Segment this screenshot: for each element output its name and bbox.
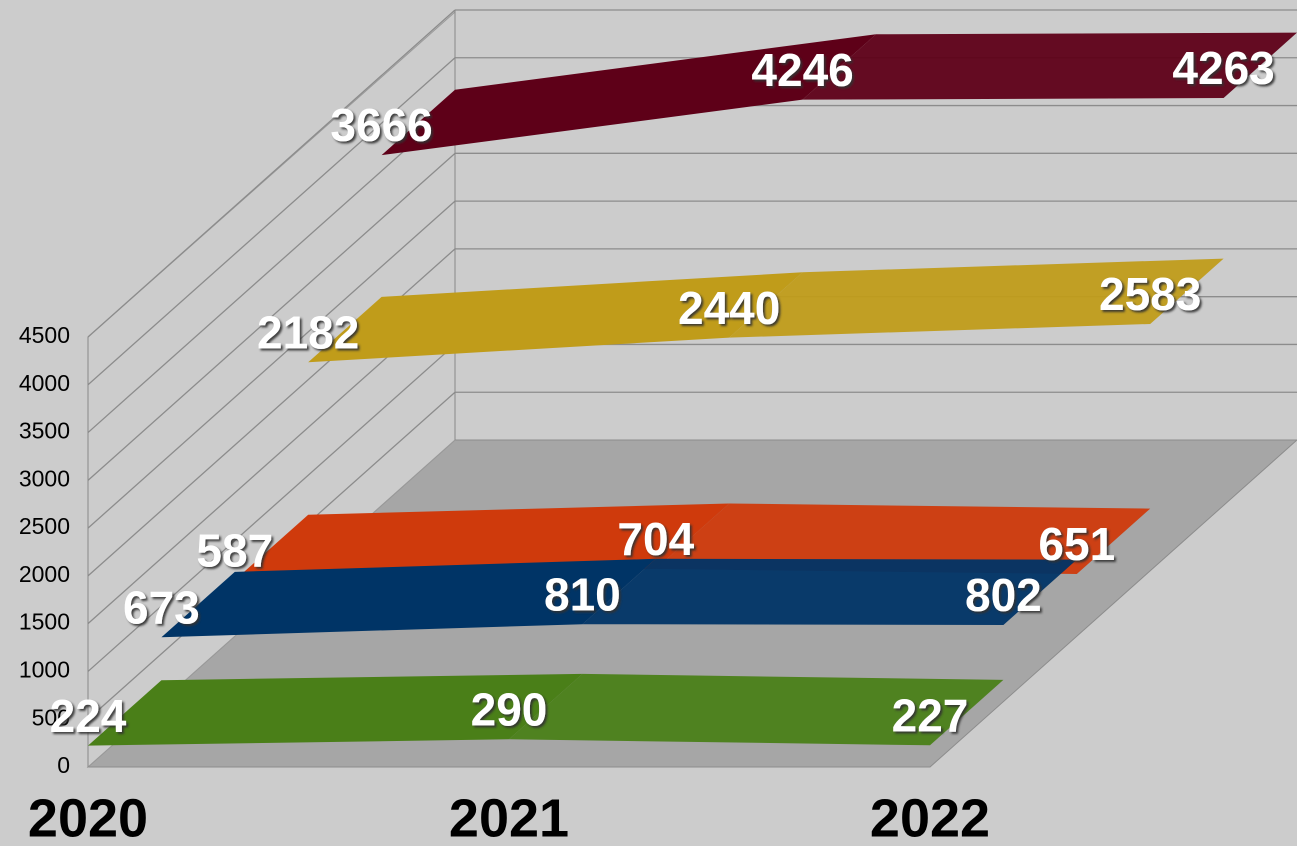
y-tick-label: 1000 bbox=[19, 657, 70, 683]
grid-line bbox=[87, 105, 456, 434]
data-label: 2182 bbox=[257, 306, 359, 358]
data-label: 290 bbox=[471, 683, 548, 735]
ribbon-segment bbox=[308, 272, 803, 363]
x-tick-label: 2020 bbox=[28, 788, 148, 846]
data-label: 704 bbox=[617, 513, 694, 565]
grid-line bbox=[87, 57, 456, 386]
y-tick-label: 3500 bbox=[19, 418, 70, 444]
data-label: 802 bbox=[965, 569, 1042, 621]
y-tick-label: 0 bbox=[57, 752, 70, 778]
data-label: 587 bbox=[196, 524, 273, 576]
ribbon-segment bbox=[655, 503, 1151, 574]
grid-line bbox=[87, 200, 456, 529]
y-tick-label: 4500 bbox=[19, 322, 70, 348]
x-tick-label: 2021 bbox=[449, 788, 569, 846]
data-label: 651 bbox=[1038, 518, 1115, 570]
grid-line bbox=[87, 9, 456, 338]
ribbon-segment bbox=[381, 34, 876, 156]
plot: 0 500 1000 1500 2000 2500 3000 3500 4000 4500 2020… bbox=[19, 9, 1297, 846]
data-label: 810 bbox=[544, 568, 621, 620]
y-tick-label: 2500 bbox=[19, 513, 70, 539]
ribbon-segment bbox=[161, 558, 656, 638]
data-label: 2440 bbox=[678, 282, 780, 334]
grid-line bbox=[87, 152, 456, 481]
ribbon-segment bbox=[88, 673, 583, 746]
data-label: 227 bbox=[892, 689, 969, 741]
y-tick-label: 500 bbox=[32, 704, 70, 730]
data-label: 2583 bbox=[1099, 268, 1201, 320]
data-label: 4246 bbox=[751, 44, 853, 96]
data-label: 4263 bbox=[1172, 42, 1274, 94]
x-tick-label: 2022 bbox=[870, 788, 990, 846]
y-tick-label: 1500 bbox=[19, 609, 70, 635]
ribbon-segment bbox=[582, 558, 1077, 625]
y-tick-label: 2000 bbox=[19, 561, 70, 587]
data-label: 3666 bbox=[330, 99, 432, 151]
data-label: 673 bbox=[123, 581, 200, 633]
ribbon-segment bbox=[802, 32, 1297, 100]
ribbon-segment bbox=[729, 258, 1224, 338]
ribbon-segment bbox=[509, 673, 1004, 746]
y-tick-label: 4000 bbox=[19, 370, 70, 396]
y-tick-label: 3000 bbox=[19, 465, 70, 491]
grid-line bbox=[87, 343, 456, 672]
data-label: 224 bbox=[50, 690, 127, 742]
